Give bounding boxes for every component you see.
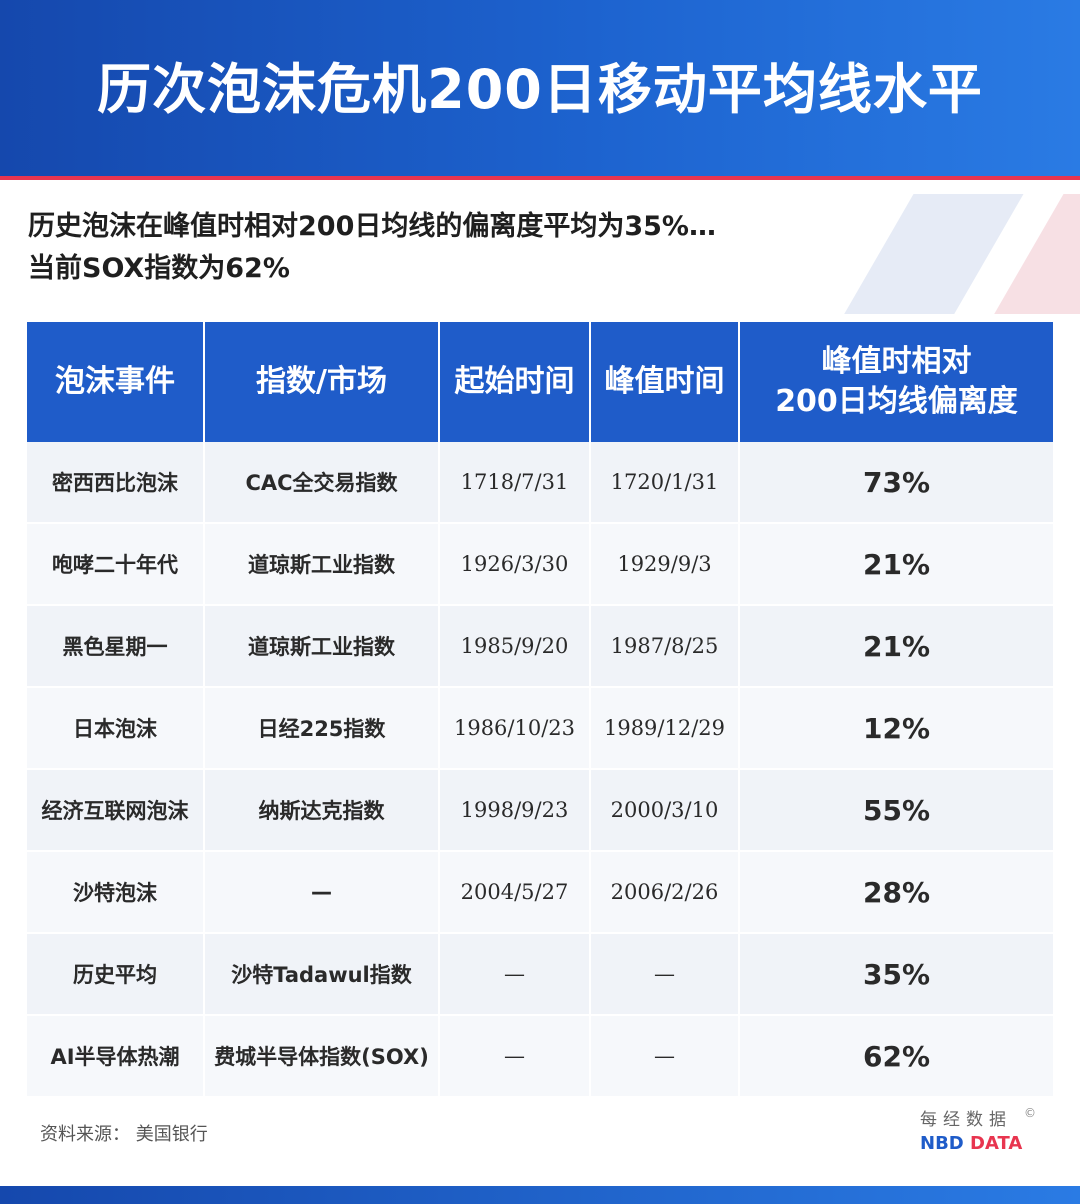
table-row: 历史平均 沙特Tadawul指数 — —35% bbox=[27, 933, 1053, 1016]
cell-start: 1998/9/23 bbox=[439, 769, 591, 852]
cell-event: 黑色星期一 bbox=[27, 605, 205, 688]
cell-index: 费城半导体指数(SOX) bbox=[204, 1015, 440, 1098]
cell-start: — bbox=[439, 1015, 591, 1098]
copyright-icon: © bbox=[1024, 1106, 1036, 1120]
cell-start: 1926/3/30 bbox=[439, 523, 591, 606]
footer-bar bbox=[0, 1186, 1080, 1204]
header-index: 指数/市场 bbox=[204, 322, 440, 442]
cell-event: 密西西比泡沫 bbox=[27, 442, 205, 524]
cell-peak: 2000/3/10 bbox=[590, 769, 740, 852]
brand-en: NBD DATA bbox=[920, 1132, 1040, 1156]
cell-event: 沙特泡沫 bbox=[27, 851, 205, 934]
cell-deviation: 28% bbox=[739, 851, 1053, 934]
page-title: 历次泡沫危机200日移动平均线水平 bbox=[97, 58, 983, 121]
cell-deviation: 73% bbox=[739, 442, 1053, 524]
brand-nbd: NBD bbox=[920, 1133, 964, 1154]
cell-index: 日经225指数 bbox=[204, 687, 440, 770]
cell-peak: — bbox=[590, 933, 740, 1016]
cell-start: 1718/7/31 bbox=[439, 442, 591, 524]
table-body: 密西西比泡沫 CAC全交易指数 1718/7/31 1720/1/31 73% 咆哮二十年… bbox=[27, 442, 1053, 1098]
cell-event: 历史平均 bbox=[27, 933, 205, 1016]
table-header-row: 泡沫事件 指数/市场 起始时间 峰值时间 峰值时相对 200日均线偏离度 bbox=[27, 322, 1053, 442]
cell-peak: 1989/12/29 bbox=[590, 687, 740, 770]
cell-start: 2004/5/27 bbox=[439, 851, 591, 934]
cell-peak: 2006/2/26 bbox=[590, 851, 740, 934]
cell-peak: — bbox=[590, 1015, 740, 1098]
cell-event: 经济互联网泡沫 bbox=[27, 769, 205, 852]
cell-peak: 1987/8/25 bbox=[590, 605, 740, 688]
bubble-table: 泡沫事件 指数/市场 起始时间 峰值时间 峰值时相对 200日均线偏离度 密西西… bbox=[27, 322, 1053, 1098]
table-row: 咆哮二十年代 道琼斯工业指数 1926/3/30 1929/9/3 21% bbox=[27, 523, 1053, 606]
cell-start: — bbox=[439, 933, 591, 1016]
header-start: 起始时间 bbox=[439, 322, 591, 442]
header-event: 泡沫事件 bbox=[27, 322, 205, 442]
table-row: 经济互联网泡沫 纳斯达克指数 1998/9/23 2000/3/10 55% bbox=[27, 769, 1053, 852]
cell-start: 1986/10/23 bbox=[439, 687, 591, 770]
cell-deviation: 55% bbox=[739, 769, 1053, 852]
subtitle: 历史泡沫在峰值时相对200日均线的偏离度平均为35%… 当前SOX指数为62% bbox=[28, 206, 928, 290]
cell-deviation: 35% bbox=[739, 933, 1053, 1016]
cell-event: 日本泡沫 bbox=[27, 687, 205, 770]
header-deviation-line-2: 200日均线偏离度 bbox=[775, 384, 1018, 419]
brand-data: DATA bbox=[963, 1133, 1023, 1154]
cell-index: 道琼斯工业指数 bbox=[204, 523, 440, 606]
header-deviation-line-1: 峰值时相对 bbox=[821, 344, 972, 379]
source-note: 资料来源： 美国银行 bbox=[40, 1124, 208, 1145]
cell-index: — bbox=[204, 851, 440, 934]
table-row: 沙特泡沫 —2004/5/27 2006/2/26 28% bbox=[27, 851, 1053, 934]
cell-deviation: 21% bbox=[739, 523, 1053, 606]
table-row: 日本泡沫 日经225指数 1986/10/23 1989/12/29 12% bbox=[27, 687, 1053, 770]
header-deviation: 峰值时相对 200日均线偏离度 bbox=[739, 322, 1053, 442]
brand-cn: 每经数据 bbox=[920, 1110, 1012, 1130]
table-row: 密西西比泡沫 CAC全交易指数 1718/7/31 1720/1/31 73% bbox=[27, 442, 1053, 524]
table-row: 黑色星期一 道琼斯工业指数 1985/9/20 1987/8/25 21% bbox=[27, 605, 1053, 688]
cell-event: 咆哮二十年代 bbox=[27, 523, 205, 606]
subtitle-line-2: 当前SOX指数为62% bbox=[28, 253, 290, 284]
title-banner: 历次泡沫危机200日移动平均线水平 bbox=[0, 0, 1080, 180]
header-peak: 峰值时间 bbox=[590, 322, 740, 442]
subtitle-line-1: 历史泡沫在峰值时相对200日均线的偏离度平均为35%… bbox=[28, 211, 716, 242]
cell-peak: 1929/9/3 bbox=[590, 523, 740, 606]
decor-stripe-red bbox=[936, 194, 1080, 314]
cell-start: 1985/9/20 bbox=[439, 605, 591, 688]
cell-index: 道琼斯工业指数 bbox=[204, 605, 440, 688]
cell-index: CAC全交易指数 bbox=[204, 442, 440, 524]
cell-deviation: 12% bbox=[739, 687, 1053, 770]
brand-logo: 每经数据 NBD DATA © bbox=[920, 1106, 1040, 1156]
cell-deviation: 62% bbox=[739, 1015, 1053, 1098]
table-row: AI半导体热潮 费城半导体指数(SOX) — —62% bbox=[27, 1015, 1053, 1098]
cell-peak: 1720/1/31 bbox=[590, 442, 740, 524]
cell-deviation: 21% bbox=[739, 605, 1053, 688]
cell-index: 沙特Tadawul指数 bbox=[204, 933, 440, 1016]
cell-index: 纳斯达克指数 bbox=[204, 769, 440, 852]
cell-event: AI半导体热潮 bbox=[27, 1015, 205, 1098]
